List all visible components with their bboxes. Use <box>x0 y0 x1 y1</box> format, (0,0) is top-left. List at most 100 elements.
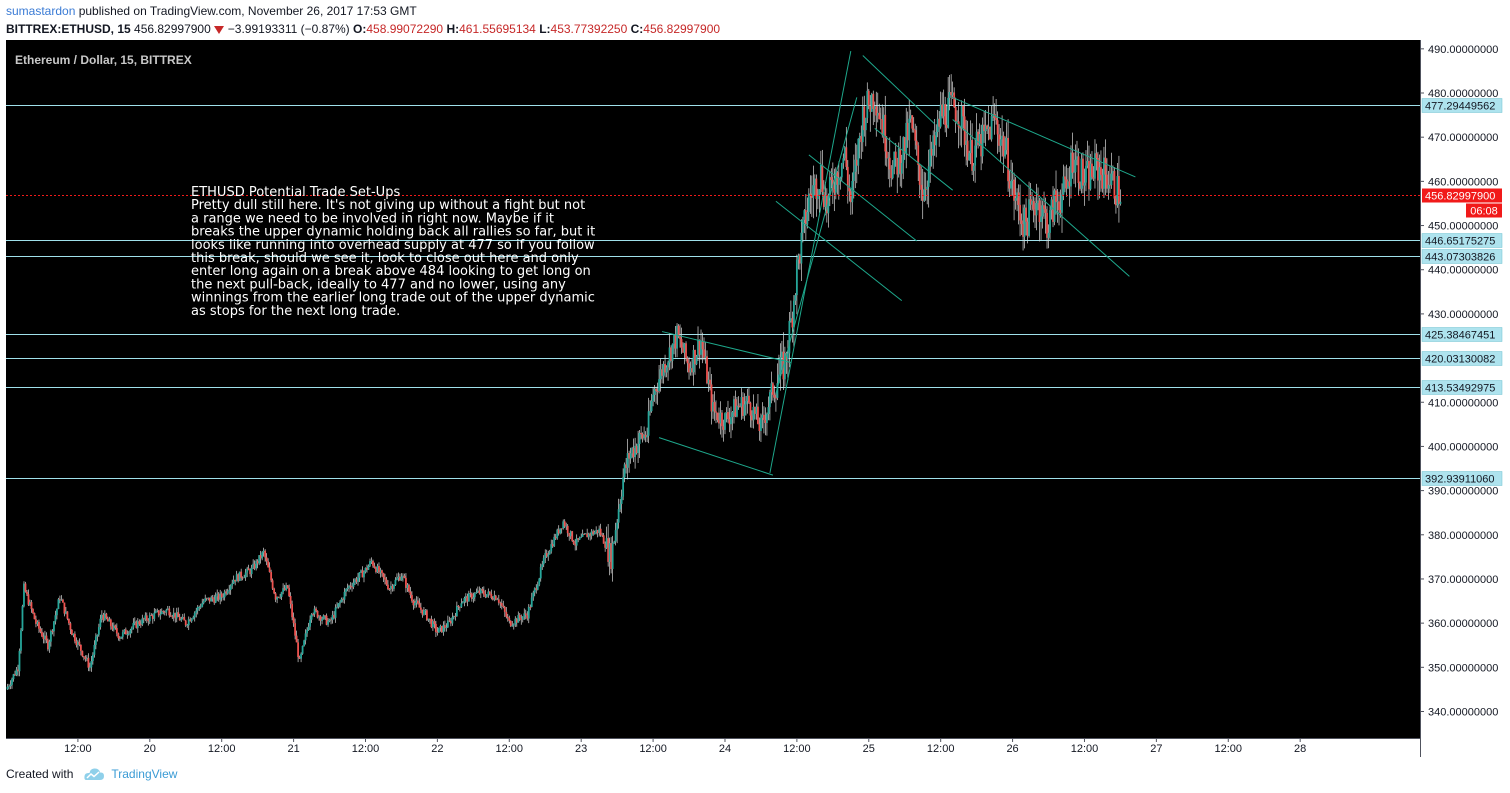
candle-body <box>292 617 295 624</box>
candle-body <box>32 608 34 613</box>
candle-body <box>316 610 319 618</box>
price-tick-label: 390.00000000 <box>1428 486 1498 498</box>
candle-body <box>932 135 935 156</box>
candle-body <box>237 574 240 581</box>
candle-body <box>644 434 647 438</box>
candle-body <box>560 528 563 530</box>
candle-body <box>355 579 358 582</box>
candle-body <box>396 578 398 580</box>
candle-body <box>460 603 463 608</box>
candle-body <box>360 570 362 573</box>
candle-body <box>795 259 798 296</box>
candle-body <box>45 635 48 641</box>
candle-body <box>343 591 346 600</box>
candle-body <box>764 419 767 423</box>
candle-body <box>136 621 139 628</box>
candle-body <box>192 617 195 619</box>
candle-body <box>1002 135 1005 157</box>
candle-body <box>228 589 231 592</box>
candle-body <box>665 367 668 373</box>
candle-body <box>183 617 186 621</box>
candle-body <box>162 611 165 612</box>
candle-body <box>1091 163 1093 178</box>
candle-body <box>274 593 277 600</box>
candle-body <box>452 616 455 618</box>
candle-body <box>944 104 947 125</box>
candle-body <box>625 464 628 468</box>
candle-body <box>806 211 809 225</box>
candle-body <box>1037 200 1039 204</box>
candle-body <box>872 93 875 110</box>
tradingview-link[interactable]: TradingView <box>111 767 178 781</box>
candle-body <box>387 584 389 590</box>
candle-body <box>93 644 96 655</box>
candle-body <box>378 566 380 573</box>
candle-body <box>437 627 440 633</box>
candle-body <box>1094 153 1096 179</box>
candle-body <box>318 616 320 618</box>
candle-body <box>935 131 938 146</box>
trade-note-line: the next pull-back, ideally to 477 and n… <box>191 277 566 292</box>
candle-body <box>656 390 659 392</box>
candle-body <box>918 165 921 185</box>
candle-body <box>631 448 634 454</box>
candle-body <box>47 640 49 650</box>
candle-body <box>121 632 124 637</box>
candle-body <box>996 120 999 135</box>
level-axis-label-bg <box>1421 249 1503 264</box>
candle-body <box>629 453 632 459</box>
candle-body <box>21 606 24 631</box>
candle-body <box>578 537 581 540</box>
candle-body <box>572 540 575 544</box>
candle-body <box>78 641 81 645</box>
candle-body <box>523 613 526 617</box>
candle-body <box>947 97 950 128</box>
candle-body <box>429 618 431 620</box>
candle-body <box>214 596 217 603</box>
author-link[interactable]: sumastardon <box>6 4 76 18</box>
candle-body <box>1011 179 1014 182</box>
candle-body <box>866 90 869 118</box>
candle-body <box>1028 199 1030 236</box>
price-axis-labels: 477.29449562 446.65175275 443.07303826 425.… <box>1421 98 1503 486</box>
candle-body <box>647 411 650 436</box>
candle-body <box>280 592 283 597</box>
chart-container[interactable]: 340.00000000 350.00000000 360.00000000 370.… <box>6 40 1505 757</box>
candle-body <box>960 105 963 129</box>
candle-body <box>766 413 768 423</box>
candle-body <box>238 571 241 581</box>
price-chart[interactable]: 340.00000000 350.00000000 360.00000000 370.… <box>6 40 1505 757</box>
candle-body <box>924 189 927 190</box>
candle-body <box>816 195 819 200</box>
candle-body <box>887 157 890 159</box>
candle-body <box>493 595 496 600</box>
candle-body <box>894 151 897 159</box>
candle-body <box>989 126 992 140</box>
level-axis-label: 420.03130082 <box>1425 354 1495 366</box>
level-axis-label: 392.93911060 <box>1425 474 1495 486</box>
candle-body <box>595 530 598 533</box>
candle-body <box>376 566 379 573</box>
candle-body <box>180 618 183 621</box>
candle-body <box>370 560 373 562</box>
candle-body <box>171 616 174 618</box>
candle-body <box>867 90 870 106</box>
candle-body <box>897 148 900 175</box>
candle-body <box>749 402 752 416</box>
candle-body <box>229 585 232 590</box>
time-tick-label: 12:00 <box>783 743 811 755</box>
candle-body <box>225 591 228 594</box>
candle-body <box>99 618 102 628</box>
candle-body <box>414 602 416 606</box>
candle-body <box>646 435 648 438</box>
candle-body <box>1097 157 1099 181</box>
candle-body <box>803 210 806 220</box>
candle-body <box>845 147 848 167</box>
candle-body <box>201 603 204 607</box>
candle-body <box>11 679 13 685</box>
candle-body <box>112 625 115 630</box>
candle-body <box>381 570 383 574</box>
candle-body <box>571 531 574 541</box>
candle-body <box>199 606 202 608</box>
candle-body <box>294 623 296 636</box>
